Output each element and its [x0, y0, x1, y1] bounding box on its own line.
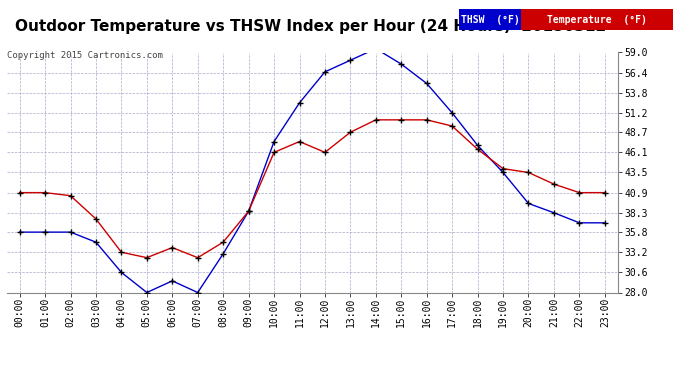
Text: Copyright 2015 Cartronics.com: Copyright 2015 Cartronics.com	[7, 51, 163, 60]
Text: Temperature  (°F): Temperature (°F)	[547, 15, 647, 25]
Text: Outdoor Temperature vs THSW Index per Hour (24 Hours)  20150312: Outdoor Temperature vs THSW Index per Ho…	[15, 19, 606, 34]
Text: THSW  (°F): THSW (°F)	[460, 15, 520, 25]
